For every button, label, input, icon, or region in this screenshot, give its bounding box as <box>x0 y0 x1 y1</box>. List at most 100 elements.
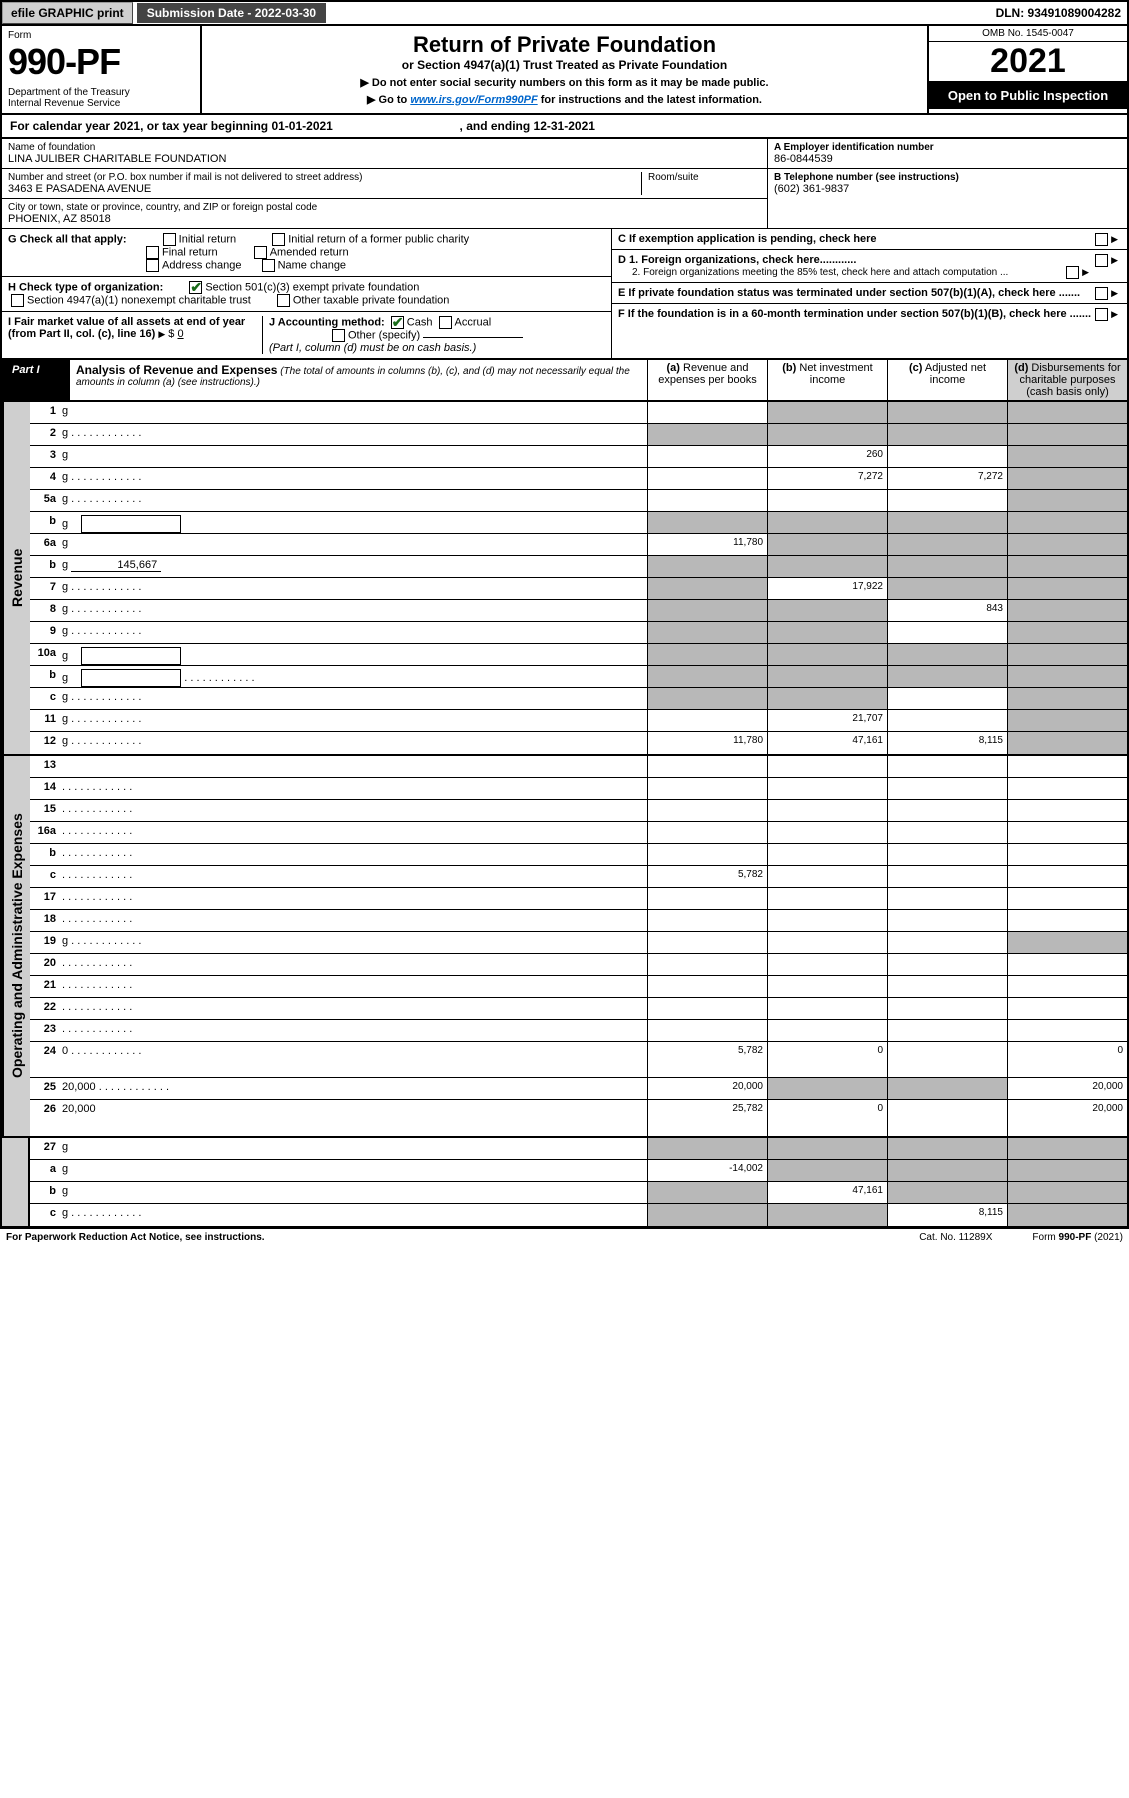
line-row: bg47,161 <box>30 1182 1127 1204</box>
line-row: 15 <box>30 800 1127 822</box>
line-row: b <box>30 844 1127 866</box>
cell-b <box>767 490 887 511</box>
line-number: 6a <box>30 534 62 555</box>
other-taxable-checkbox[interactable] <box>277 294 290 307</box>
form-header: Form 990-PF Department of the Treasury I… <box>0 26 1129 115</box>
line-row: 21 <box>30 976 1127 998</box>
c-checkbox[interactable] <box>1095 233 1108 246</box>
line-number: 10a <box>30 644 62 665</box>
efile-print-button[interactable]: efile GRAPHIC print <box>2 2 133 24</box>
cell-b <box>767 1020 887 1041</box>
line-number: b <box>30 556 62 577</box>
line-number: 5a <box>30 490 62 511</box>
ein-a: A Employer identification number86-08445… <box>768 139 1127 169</box>
cell-b: 0 <box>767 1042 887 1077</box>
cell-a <box>647 468 767 489</box>
accrual-checkbox[interactable] <box>439 316 452 329</box>
name-change-checkbox[interactable] <box>262 259 275 272</box>
irs-link[interactable]: www.irs.gov/Form990PF <box>410 94 537 106</box>
cell-c <box>887 976 1007 997</box>
d2-checkbox[interactable] <box>1066 266 1079 279</box>
cell-b <box>767 1160 887 1181</box>
cell-d: 0 <box>1007 1042 1127 1077</box>
4947a1-checkbox[interactable] <box>11 294 24 307</box>
other-method-checkbox[interactable] <box>332 329 345 342</box>
line-row: bg <box>30 512 1127 534</box>
address-change-checkbox[interactable] <box>146 259 159 272</box>
line-description: g <box>62 600 647 621</box>
line-number: 16a <box>30 822 62 843</box>
part1-label: Part I <box>2 360 70 400</box>
501c3-checkbox[interactable] <box>189 281 202 294</box>
dept-label: Department of the Treasury Internal Reve… <box>8 87 194 109</box>
cell-c <box>887 1138 1007 1159</box>
line-description: 0 <box>62 1042 647 1077</box>
col-c-header: (c) Adjusted net income <box>887 360 1007 400</box>
line-number: 13 <box>30 756 62 777</box>
cell-a <box>647 1204 767 1226</box>
line-description: g <box>62 732 647 754</box>
form-label: Form <box>8 30 194 41</box>
line-number: 11 <box>30 710 62 731</box>
line-row: 7g17,922 <box>30 578 1127 600</box>
e-checkbox[interactable] <box>1095 287 1108 300</box>
city-label: City or town, state or province, country… <box>8 202 761 213</box>
cell-a <box>647 1020 767 1041</box>
line-description: g <box>62 512 647 533</box>
d1-checkbox[interactable] <box>1095 254 1108 267</box>
initial-public-charity-checkbox[interactable] <box>272 233 285 246</box>
j-note: (Part I, column (d) must be on cash basi… <box>269 342 476 354</box>
line-description: g <box>62 578 647 599</box>
cell-b <box>767 998 887 1019</box>
initial-return-checkbox[interactable] <box>163 233 176 246</box>
f-checkbox[interactable] <box>1095 308 1108 321</box>
line-description: g <box>62 446 647 467</box>
paperwork-notice: For Paperwork Reduction Act Notice, see … <box>6 1232 265 1243</box>
line-number: b <box>30 512 62 533</box>
cell-a <box>647 844 767 865</box>
cell-c <box>887 1160 1007 1181</box>
form-title: Return of Private Foundation <box>212 32 917 58</box>
cell-b <box>767 888 887 909</box>
line-description <box>62 866 647 887</box>
cell-c <box>887 688 1007 709</box>
line-row: 5ag <box>30 490 1127 512</box>
line-number: 26 <box>30 1100 62 1136</box>
cell-c <box>887 556 1007 577</box>
cell-a: -14,002 <box>647 1160 767 1181</box>
name-address-block: Name of foundation LINA JULIBER CHARITAB… <box>0 139 1129 229</box>
line-description <box>62 976 647 997</box>
cell-c <box>887 644 1007 665</box>
line-number: 7 <box>30 578 62 599</box>
line-description: 20,000 <box>62 1100 647 1136</box>
line-number: 22 <box>30 998 62 1019</box>
cell-d <box>1007 666 1127 687</box>
line-number: 14 <box>30 778 62 799</box>
cell-d <box>1007 556 1127 577</box>
form-subtitle: or Section 4947(a)(1) Trust Treated as P… <box>212 58 917 72</box>
line-row: 16a <box>30 822 1127 844</box>
cell-d <box>1007 888 1127 909</box>
amended-return-checkbox[interactable] <box>254 246 267 259</box>
cell-d <box>1007 512 1127 533</box>
cell-d <box>1007 622 1127 643</box>
cash-checkbox[interactable] <box>391 316 404 329</box>
expenses-grid: Operating and Administrative Expenses 13… <box>0 756 1129 1138</box>
final-return-checkbox[interactable] <box>146 246 159 259</box>
form-note1: ▶ Do not enter social security numbers o… <box>212 76 917 89</box>
form-ref: Form 990-PF (2021) <box>1032 1232 1123 1243</box>
foundation-name: LINA JULIBER CHARITABLE FOUNDATION <box>8 153 761 165</box>
h-check-row: H Check type of organization: Section 50… <box>2 277 611 312</box>
cell-a <box>647 998 767 1019</box>
cell-b <box>767 822 887 843</box>
cell-d: 20,000 <box>1007 1100 1127 1136</box>
cell-b <box>767 666 887 687</box>
summary-grid: 27gag-14,002bg47,161cg8,115 <box>0 1138 1129 1228</box>
cell-d <box>1007 822 1127 843</box>
cell-a <box>647 800 767 821</box>
e-row: E If private foundation status was termi… <box>612 283 1127 304</box>
topbar: efile GRAPHIC print Submission Date - 20… <box>0 0 1129 26</box>
fmv-value: 0 <box>177 328 183 340</box>
line-row: 8g843 <box>30 600 1127 622</box>
dln: DLN: 93491089004282 <box>996 6 1127 20</box>
